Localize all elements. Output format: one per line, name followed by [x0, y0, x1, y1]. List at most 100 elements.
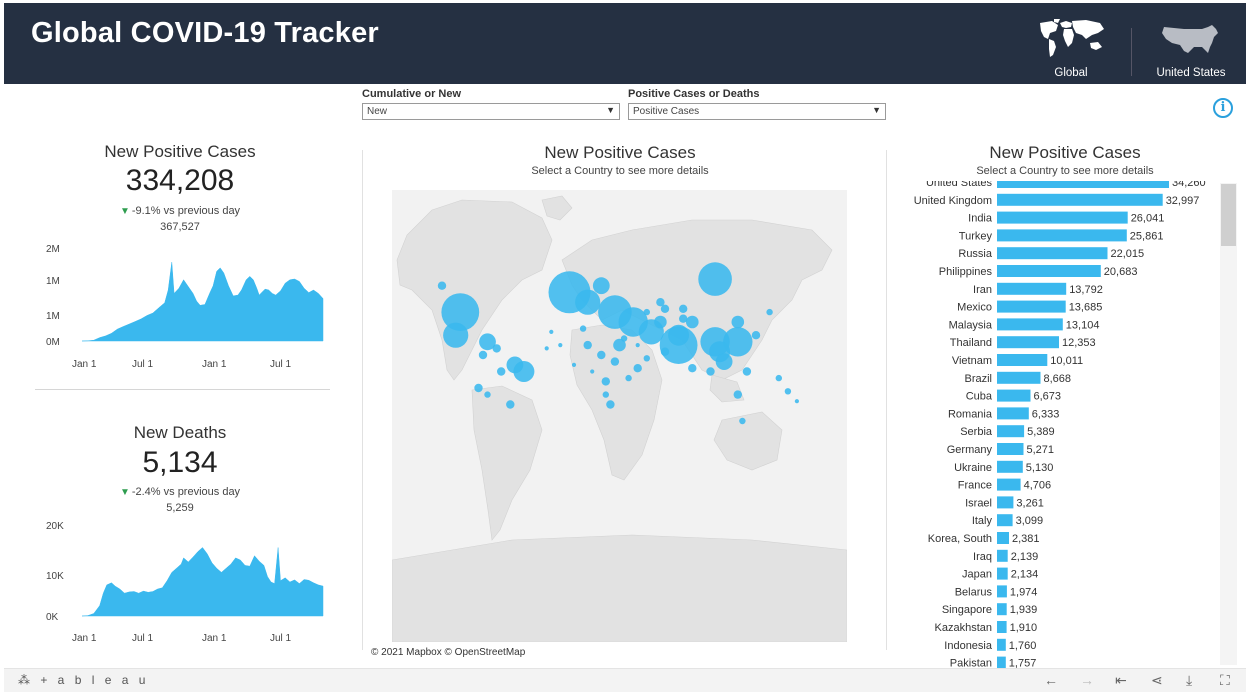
- bar-category-label[interactable]: Iran: [973, 284, 992, 296]
- country-bubble[interactable]: [601, 377, 610, 386]
- country-bubble[interactable]: [558, 343, 563, 348]
- scrollbar-thumb[interactable]: [1221, 184, 1236, 246]
- bar[interactable]: [997, 514, 1013, 527]
- country-bubble[interactable]: [571, 362, 577, 367]
- country-bubble[interactable]: [686, 315, 699, 329]
- bar-category-label[interactable]: Mexico: [957, 302, 992, 314]
- revert-icon[interactable]: ⇤: [1115, 672, 1127, 688]
- bar[interactable]: [997, 389, 1031, 402]
- bar[interactable]: [997, 354, 1048, 366]
- country-bubble[interactable]: [602, 391, 609, 398]
- country-bubble[interactable]: [659, 326, 698, 364]
- bar[interactable]: [997, 585, 1007, 598]
- country-bubble[interactable]: [679, 314, 688, 323]
- country-bubble[interactable]: [492, 344, 501, 353]
- world-bubble-map[interactable]: [391, 190, 848, 643]
- country-bubble[interactable]: [579, 325, 587, 332]
- bar[interactable]: [997, 443, 1024, 455]
- bar[interactable]: [997, 247, 1108, 260]
- bar[interactable]: [997, 336, 1059, 349]
- bar-category-label[interactable]: Philippines: [939, 266, 993, 278]
- country-bubble[interactable]: [597, 350, 606, 360]
- bar[interactable]: [997, 371, 1041, 384]
- cumulative-or-new-dropdown[interactable]: New ▼: [362, 103, 620, 120]
- country-bubble[interactable]: [643, 308, 650, 316]
- bar[interactable]: [997, 478, 1021, 491]
- bar[interactable]: [997, 496, 1014, 509]
- country-bubble[interactable]: [706, 367, 715, 376]
- bar-category-label[interactable]: Romania: [948, 408, 993, 420]
- country-bubble[interactable]: [742, 367, 752, 376]
- bar[interactable]: [997, 532, 1009, 544]
- bar-category-label[interactable]: Korea, South: [928, 533, 992, 545]
- bar[interactable]: [997, 425, 1025, 438]
- country-bubble[interactable]: [497, 367, 506, 376]
- bar-category-label[interactable]: Belarus: [955, 586, 993, 598]
- bar-category-label[interactable]: France: [958, 480, 992, 492]
- country-bubble[interactable]: [794, 399, 799, 404]
- bar-category-label[interactable]: Brazil: [964, 373, 992, 385]
- country-bubble[interactable]: [513, 361, 535, 382]
- country-bubble[interactable]: [506, 400, 515, 409]
- bar[interactable]: [997, 193, 1163, 206]
- area-series[interactable]: [81, 261, 324, 342]
- bar[interactable]: [997, 282, 1067, 295]
- bar-category-label[interactable]: Japan: [962, 569, 992, 581]
- country-bubble[interactable]: [715, 353, 733, 370]
- country-bubble[interactable]: [625, 374, 632, 382]
- country-bubble[interactable]: [478, 350, 488, 360]
- country-bubble[interactable]: [775, 374, 782, 382]
- bar-category-label[interactable]: Vietnam: [952, 355, 992, 367]
- country-bubble[interactable]: [751, 331, 761, 340]
- country-bubble[interactable]: [766, 308, 773, 316]
- fullscreen-icon[interactable]: ⛶: [1220, 672, 1230, 688]
- bar-category-label[interactable]: Cuba: [966, 391, 993, 403]
- bar-chart-canvas[interactable]: United States 34,260 United Kingdom 32,997 I…: [890, 181, 1218, 668]
- bar-category-label[interactable]: Russia: [958, 248, 993, 260]
- country-bar-chart[interactable]: United States 34,260 United Kingdom 32,997 I…: [890, 181, 1218, 668]
- country-bubble[interactable]: [723, 327, 753, 357]
- country-bubble[interactable]: [443, 322, 469, 348]
- country-bubble[interactable]: [688, 364, 697, 373]
- country-bubble[interactable]: [656, 298, 665, 307]
- bar-category-label[interactable]: Singapore: [942, 604, 992, 616]
- bar[interactable]: [997, 638, 1006, 651]
- country-bubble[interactable]: [549, 329, 554, 334]
- country-bubble[interactable]: [474, 383, 483, 393]
- bar[interactable]: [997, 265, 1101, 277]
- bar[interactable]: [997, 318, 1063, 331]
- deaths-area-chart[interactable]: 20K 10K 0K Jan 1 Jul 1 Jan 1 Jul 1: [40, 515, 330, 650]
- bar[interactable]: [997, 181, 1169, 188]
- redo-icon[interactable]: →: [1080, 672, 1094, 688]
- country-bubble[interactable]: [784, 388, 792, 395]
- info-icon[interactable]: i: [1213, 98, 1233, 118]
- country-bubble[interactable]: [544, 346, 549, 351]
- country-bubble[interactable]: [592, 277, 610, 295]
- bar-chart-scrollbar[interactable]: [1220, 183, 1237, 665]
- bar-category-label[interactable]: Indonesia: [944, 640, 993, 652]
- country-bubble[interactable]: [613, 338, 626, 352]
- bar-category-label[interactable]: United Kingdom: [914, 195, 992, 207]
- bar-category-label[interactable]: Germany: [947, 444, 993, 456]
- undo-icon[interactable]: ←: [1044, 672, 1058, 688]
- bar-category-label[interactable]: Kazakhstan: [935, 622, 992, 634]
- download-icon[interactable]: ⤓: [1186, 672, 1193, 688]
- bar-category-label[interactable]: Serbia: [960, 426, 993, 438]
- bar-category-label[interactable]: United States: [926, 181, 993, 189]
- country-bubble[interactable]: [437, 281, 447, 290]
- country-bubble[interactable]: [583, 340, 592, 350]
- cases-area-chart[interactable]: 2M 1M 1M 0M Jan 1 Jul 1 Jan 1 Jul 1: [40, 238, 330, 373]
- country-bubble[interactable]: [660, 347, 670, 356]
- bar[interactable]: [997, 211, 1128, 224]
- country-bubble[interactable]: [654, 315, 667, 329]
- bar-category-label[interactable]: Thailand: [950, 337, 992, 349]
- country-bubble[interactable]: [733, 390, 742, 399]
- country-bubble[interactable]: [590, 369, 595, 374]
- bar[interactable]: [997, 549, 1008, 562]
- bar[interactable]: [997, 460, 1023, 473]
- country-bubble[interactable]: [660, 304, 670, 313]
- bar-category-label[interactable]: India: [968, 213, 993, 225]
- share-icon[interactable]: ⋖: [1151, 672, 1163, 688]
- country-bubble[interactable]: [635, 343, 640, 348]
- area-series[interactable]: [81, 547, 324, 617]
